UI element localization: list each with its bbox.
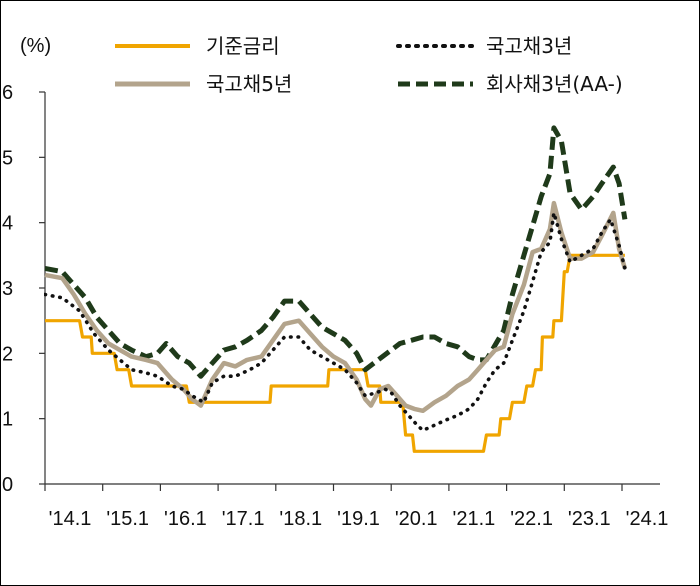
x-tick-label: '14.1 <box>49 508 92 530</box>
x-tick-label: '15.1 <box>106 508 149 530</box>
y-tick-label: 3 <box>2 278 13 300</box>
legend: 기준금리 국고채3년 국고채5년 회사채3년(AA-) <box>115 34 623 96</box>
legend-label-ktb-3y: 국고채3년 <box>486 34 572 58</box>
y-tick-label: 0 <box>2 474 13 496</box>
x-tick-label: '20.1 <box>395 508 438 530</box>
y-tick-label: 2 <box>2 343 13 365</box>
y-tick-label: 5 <box>2 147 13 169</box>
x-tick-label: '24.1 <box>626 508 669 530</box>
series-line-base-rate <box>45 253 625 453</box>
legend-label-ktb-5y: 국고채5년 <box>206 72 292 96</box>
x-ticks: '14.1 '15.1 '16.1 '17.1 '18.1 '19.1 '20.1 '21.1… <box>44 484 669 530</box>
y-tick-label: 1 <box>2 409 13 431</box>
x-tick-label: '18.1 <box>279 508 322 530</box>
x-tick-label: '21.1 <box>453 508 496 530</box>
series-line-ktb-3y <box>44 211 627 433</box>
y-tick-label: 6 <box>2 82 13 104</box>
x-tick-label: '17.1 <box>222 508 265 530</box>
series-line-ktb-5y <box>44 200 628 414</box>
legend-label-corp-3y: 회사채3년(AA-) <box>486 72 623 96</box>
y-axis-unit: (%) <box>20 35 51 57</box>
y-ticks: 0 1 2 3 4 5 6 <box>2 82 45 496</box>
y-tick-label: 4 <box>2 213 13 235</box>
x-tick-label: '22.1 <box>510 508 553 530</box>
x-tick-label: '16.1 <box>164 508 207 530</box>
series-line-corp-3y <box>44 125 628 379</box>
x-tick-label: '23.1 <box>568 508 611 530</box>
legend-label-base-rate: 기준금리 <box>206 34 280 58</box>
x-tick-label: '19.1 <box>337 508 380 530</box>
series-lines <box>44 125 628 453</box>
